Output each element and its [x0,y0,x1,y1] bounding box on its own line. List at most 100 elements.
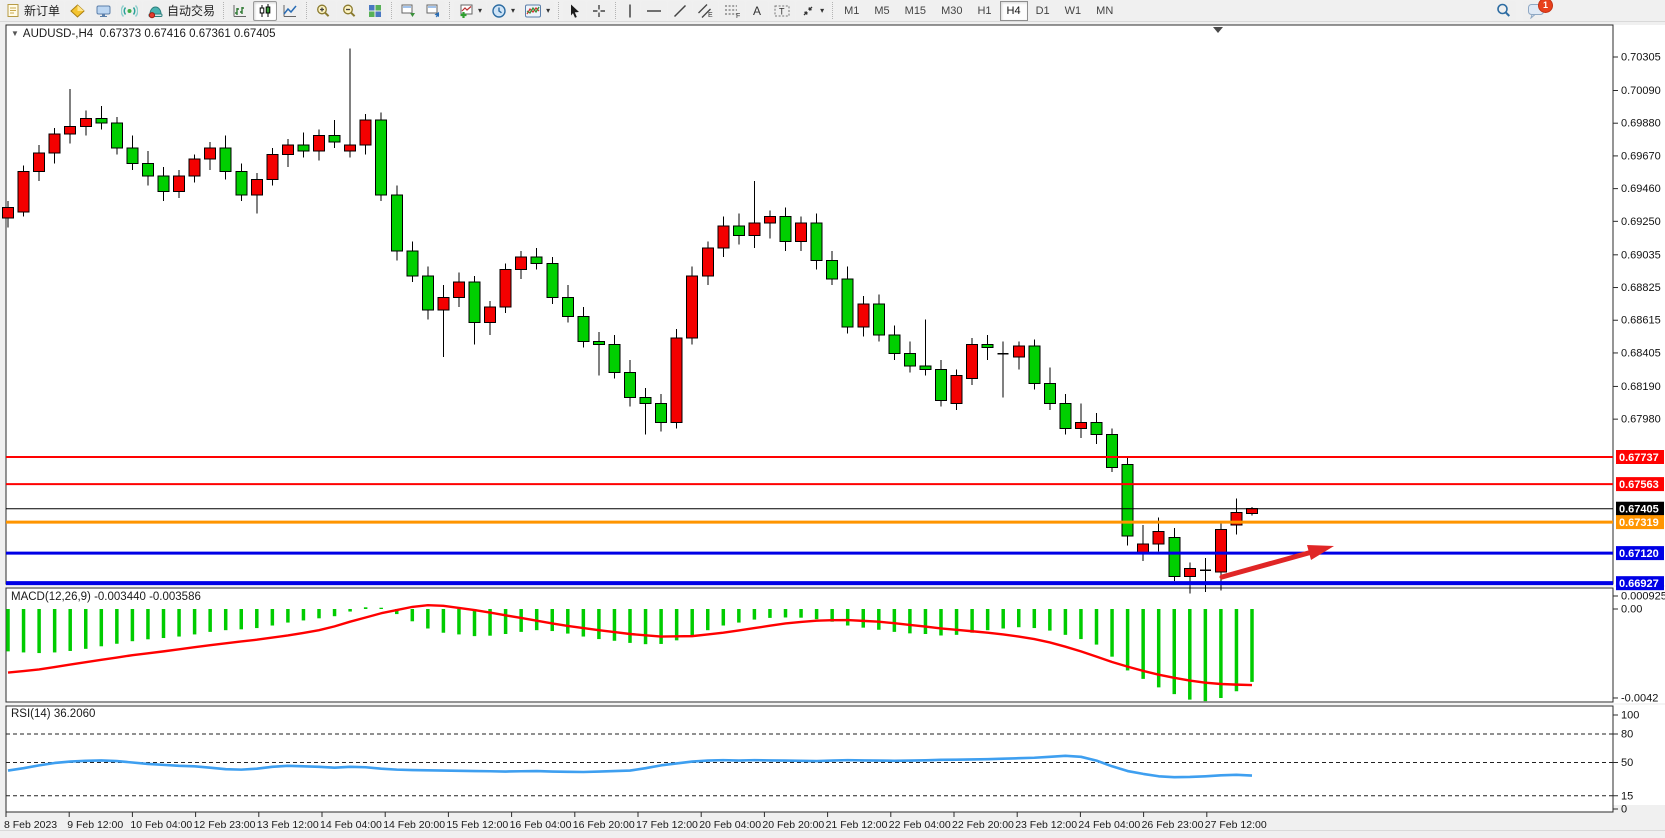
auto-trading-label: 自动交易 [167,4,216,18]
tile-windows-icon [367,3,383,19]
macd-pane-content [6,603,1254,702]
svg-text:13 Feb 12:00: 13 Feb 12:00 [257,819,319,831]
svg-text:0.66927: 0.66927 [1619,578,1659,590]
horizontal-line-tool-button[interactable] [641,0,668,21]
tab-timeframe-m30[interactable]: M30 [941,4,963,17]
price-level-chip [1616,501,1664,516]
chevron-down-icon: ▾ [478,6,483,15]
chevron-down-icon: ▾ [820,6,825,15]
trendline-tool-button[interactable] [668,0,693,21]
svg-text:50: 50 [1621,757,1633,769]
chart-symbol-header: ▼ AUDUSD-,H4 0.67373 0.67416 0.67361 0.67… [11,28,275,40]
price-axis: 0.70305 0.70090 0.69880 0.69670 0.69460 0.692… [1613,52,1665,816]
market-button[interactable] [65,0,91,21]
new-chart-button[interactable]: ▾ [454,0,487,21]
tab-timeframe-mn[interactable]: MN [1096,4,1114,17]
tile-windows-button[interactable] [363,0,388,21]
bar-chart-mode-button[interactable] [228,0,253,21]
new-chart-icon [458,3,474,19]
line-chart-mode-button[interactable] [278,0,303,21]
svg-text:0.67405: 0.67405 [1619,504,1659,516]
svg-text:0.000925: 0.000925 [1621,591,1665,603]
svg-text:0.67980: 0.67980 [1621,414,1661,426]
svg-text:0.67563: 0.67563 [1619,479,1659,491]
chart-shift-marker-icon[interactable] [1213,27,1223,33]
toolbar-separator [615,2,617,19]
pane-separator[interactable] [6,703,1665,705]
tab-timeframe-w1[interactable]: W1 [1064,4,1082,17]
svg-text:12 Feb 23:00: 12 Feb 23:00 [194,819,256,831]
cascade-windows-button[interactable] [396,0,421,21]
period-button[interactable]: ▾ [487,0,520,21]
vertical-line-icon [624,3,636,19]
tab-timeframe-m1[interactable]: M1 [844,4,860,17]
svg-text:27 Feb 12:00: 27 Feb 12:00 [1205,819,1267,831]
svg-text:0.67737: 0.67737 [1619,452,1659,464]
svg-text:10 Feb 04:00: 10 Feb 04:00 [130,819,192,831]
svg-text:22 Feb 04:00: 22 Feb 04:00 [889,819,951,831]
svg-text:20 Feb 04:00: 20 Feb 04:00 [699,819,761,831]
tab-timeframe-m5[interactable]: M5 [874,4,890,17]
rsi-line [7,754,1253,779]
arrange-windows-icon [425,3,441,19]
crosshair-tool-button[interactable] [587,0,612,21]
zoom-in-button[interactable] [311,0,337,21]
arrows-tool-button[interactable]: ▾ [796,0,829,21]
svg-text:0.67319: 0.67319 [1619,517,1659,529]
price-level-chip [1616,546,1664,561]
svg-text:16 Feb 20:00: 16 Feb 20:00 [573,819,635,831]
line-chart-icon [282,3,298,19]
cascade-windows-icon [400,3,416,19]
svg-text:F: F [736,13,740,19]
zoom-in-icon [315,3,332,19]
svg-text:E: E [708,12,713,19]
search-button[interactable] [1491,0,1516,21]
svg-text:23 Feb 12:00: 23 Feb 12:00 [1015,819,1077,831]
svg-text:8 Feb 2023: 8 Feb 2023 [4,819,57,831]
notifications-button[interactable]: 1 [1523,0,1553,21]
arrows-icon [800,3,816,19]
macd-indicator-label: MACD(12,26,9) -0.003440 -0.003586 [11,591,201,603]
new-order-button[interactable]: 新订单 [2,0,65,21]
zoom-out-button[interactable] [337,0,363,21]
auto-trading-button[interactable]: 自动交易 [143,0,220,21]
indicators-button[interactable]: ▾ [520,0,555,21]
terminal-button[interactable] [91,0,117,21]
text-label-tool-button[interactable]: T [769,0,796,21]
macd-signal-line [7,603,1253,687]
tab-timeframe-m15[interactable]: M15 [904,4,927,17]
trendline-icon [672,3,688,19]
new-order-icon [6,3,21,18]
svg-text:0.70090: 0.70090 [1621,85,1661,97]
svg-text:9 Feb 12:00: 9 Feb 12:00 [67,819,123,831]
collapse-arrow-icon[interactable]: ▼ [11,29,19,38]
svg-text:24 Feb 04:00: 24 Feb 04:00 [1078,819,1140,831]
price-level-chip [1616,450,1664,464]
vertical-line-tool-button[interactable] [620,0,641,21]
channel-tool-button[interactable]: E [693,0,719,21]
svg-text:0.69880: 0.69880 [1621,118,1661,130]
zoom-out-icon [341,3,358,19]
candlestick-mode-button[interactable] [253,0,278,21]
svg-text:0.68615: 0.68615 [1621,315,1661,327]
indicators-icon [524,3,542,19]
arrange-windows-button[interactable] [421,0,446,21]
cursor-tool-button[interactable] [563,0,587,21]
text-tool-button[interactable]: A [746,0,769,21]
equidistant-channel-icon: E [697,3,714,19]
price-level-chip [1616,576,1664,591]
tab-timeframe-h4[interactable]: H4 [999,0,1028,21]
signals-button[interactable] [117,0,143,21]
svg-text:16 Feb 04:00: 16 Feb 04:00 [510,819,572,831]
svg-text:0.68405: 0.68405 [1621,347,1661,359]
rsi-indicator-label: RSI(14) 36.2060 [11,708,96,720]
annotation-arrow[interactable] [1219,545,1334,580]
tab-timeframe-d1[interactable]: D1 [1035,4,1050,17]
fibonacci-tool-button[interactable]: F [719,0,746,21]
chevron-down-icon: ▾ [546,6,551,15]
pane-frame [5,24,1614,585]
pane-separator[interactable] [6,585,1665,587]
tab-timeframe-h1[interactable]: H1 [977,4,992,17]
pane-frame [5,587,1614,703]
